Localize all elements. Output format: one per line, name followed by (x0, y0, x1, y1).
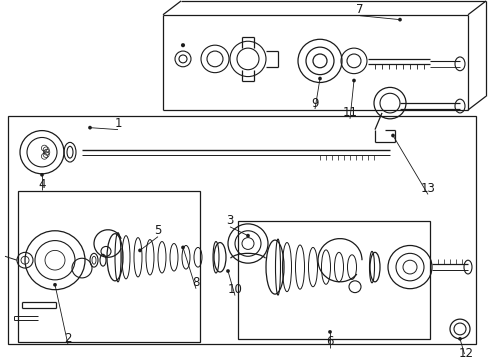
Circle shape (318, 77, 321, 80)
Text: 4: 4 (38, 178, 46, 191)
Circle shape (245, 234, 249, 238)
Text: 10: 10 (227, 283, 242, 296)
Text: 7: 7 (356, 3, 363, 16)
Circle shape (88, 126, 92, 130)
Text: 12: 12 (458, 347, 472, 360)
Circle shape (351, 79, 355, 82)
Circle shape (53, 283, 57, 287)
Circle shape (457, 337, 461, 341)
Text: 8: 8 (192, 276, 199, 289)
Text: 11: 11 (342, 107, 357, 120)
Circle shape (390, 134, 394, 137)
Text: 13: 13 (420, 182, 434, 195)
Text: 2: 2 (64, 332, 72, 345)
Circle shape (397, 18, 401, 21)
Circle shape (327, 330, 331, 334)
Bar (18, 192, 200, 342)
Text: 5: 5 (154, 224, 162, 237)
Circle shape (40, 173, 44, 176)
Text: 9: 9 (311, 96, 318, 109)
Text: 6: 6 (325, 335, 333, 348)
Circle shape (181, 246, 184, 249)
Circle shape (226, 269, 229, 273)
Bar (238, 221, 429, 339)
Circle shape (138, 249, 142, 252)
Bar (8, 116, 475, 344)
Text: 1: 1 (114, 117, 122, 130)
Circle shape (181, 43, 184, 47)
Text: 3: 3 (226, 215, 233, 228)
